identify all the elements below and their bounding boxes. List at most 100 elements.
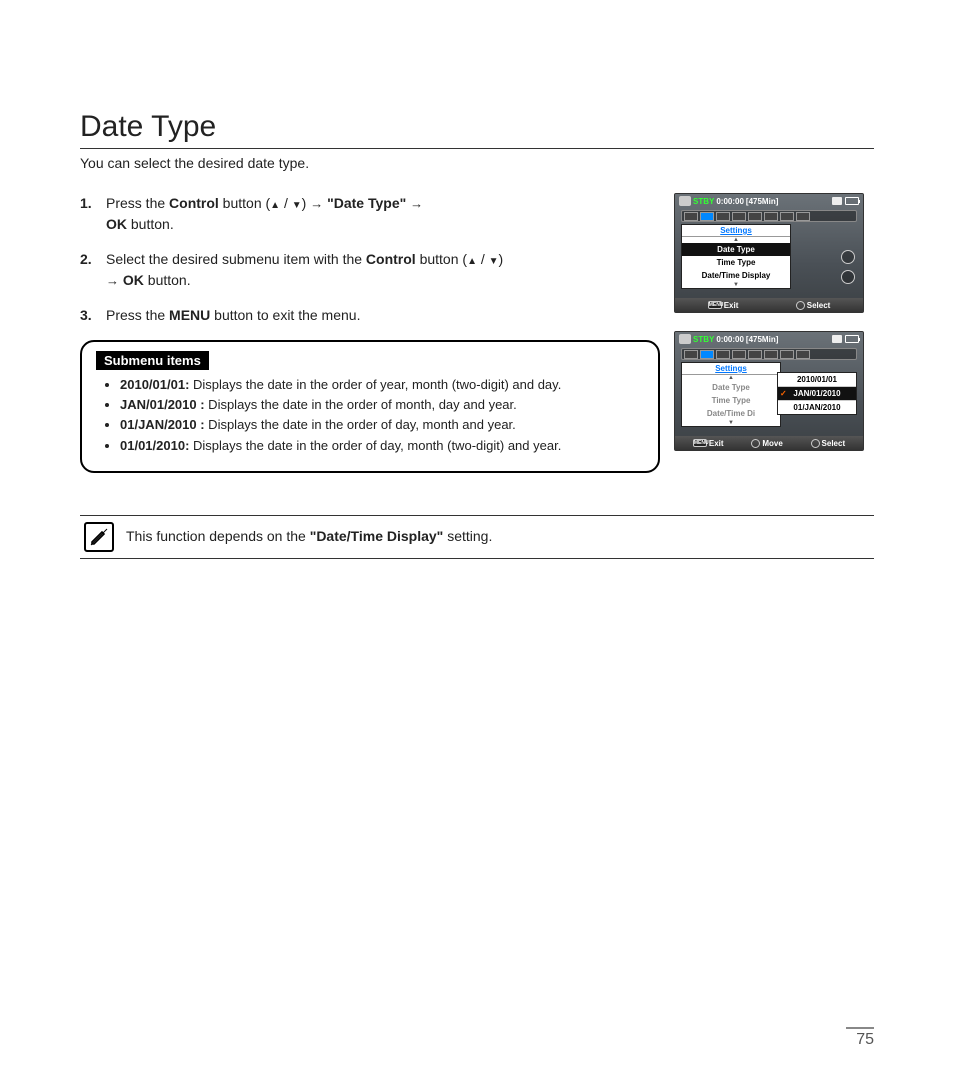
tab-bar[interactable] [681, 210, 857, 222]
menu-row[interactable]: Date Type [682, 381, 780, 394]
lcd-screenshot-2: STBY 0:00:00 [475Min] [674, 331, 864, 451]
tab-item-active[interactable] [700, 212, 714, 221]
note-icon [80, 516, 118, 558]
gear-icon [751, 439, 760, 448]
arrow-right-icon: → [410, 194, 423, 214]
text-bold: MENU [169, 307, 210, 323]
submenu-key: 2010/01/01: [120, 377, 189, 392]
text-bold: Control [366, 251, 416, 267]
note-text-bold: "Date/Time Display" [310, 528, 444, 544]
tab-item[interactable] [732, 212, 746, 221]
tab-item[interactable] [748, 212, 762, 221]
card-icon [832, 197, 842, 205]
page-subtitle: You can select the desired date type. [80, 155, 874, 171]
tab-item[interactable] [748, 350, 762, 359]
text: Press the [106, 307, 169, 323]
submenu-item: 01/JAN/2010 : Displays the date in the o… [120, 416, 642, 434]
menu-panel[interactable]: Settings ▲ Date Type Time Type Date/Time… [681, 224, 791, 289]
lcd-footer: MENUExit Move Select [675, 436, 863, 450]
camera-icon [679, 334, 691, 344]
tab-item-active[interactable] [700, 350, 714, 359]
menu-button-icon: MENU [693, 439, 707, 447]
text-bold: "Date Type" [323, 195, 410, 211]
camera-icon [679, 196, 691, 206]
note-text: setting. [443, 528, 492, 544]
footer-select[interactable]: Select [811, 439, 846, 448]
text-bold: Control [169, 195, 219, 211]
menu-row[interactable]: Date/Time Di [682, 407, 780, 420]
submenu-label: Submenu items [96, 351, 209, 370]
card-icon [832, 335, 842, 343]
elapsed-time: 0:00:00 [716, 335, 744, 344]
submenu-list: 2010/01/01: Displays the date in the ord… [98, 376, 642, 455]
submenu-item: JAN/01/2010 : Displays the date in the o… [120, 396, 642, 414]
menu-down-arrow-icon[interactable]: ▼ [682, 420, 780, 426]
tab-item[interactable] [684, 350, 698, 359]
option-row[interactable]: 2010/01/01 [778, 373, 856, 387]
text: / [280, 195, 292, 211]
battery-icon [845, 197, 859, 205]
step-2: Select the desired submenu item with the… [80, 249, 660, 291]
submenu-item: 01/01/2010: Displays the date in the ord… [120, 437, 642, 455]
elapsed-time: 0:00:00 [716, 197, 744, 206]
submenu-desc: Displays the date in the order of day, m… [205, 417, 516, 432]
footer-move[interactable]: Move [751, 439, 782, 448]
text-bold: OK [106, 216, 127, 232]
text: button to exit the menu. [210, 307, 360, 323]
footer-select[interactable]: Select [796, 301, 831, 310]
submenu-key: 01/01/2010: [120, 438, 189, 453]
text: ) [302, 195, 311, 211]
side-icon[interactable] [841, 270, 855, 284]
text-bold: OK [123, 272, 144, 288]
tab-item[interactable] [716, 350, 730, 359]
page-number: 75 [846, 1027, 874, 1049]
step-3: Press the MENU button to exit the menu. [80, 305, 660, 326]
tab-item[interactable] [796, 350, 810, 359]
tab-bar[interactable] [681, 348, 857, 360]
text: button ( [416, 251, 467, 267]
menu-row[interactable]: Date/Time Display [682, 269, 790, 282]
menu-panel[interactable]: Settings ▲ Date Type Time Type Date/Time… [681, 362, 781, 427]
menu-header: Settings [682, 363, 780, 375]
text: button. [127, 216, 174, 232]
gear-icon [811, 439, 820, 448]
tab-item[interactable] [732, 350, 746, 359]
menu-row[interactable]: Time Type [682, 394, 780, 407]
option-row[interactable]: 01/JAN/2010 [778, 401, 856, 414]
submenu-options[interactable]: 2010/01/01 JAN/01/2010 01/JAN/2010 [777, 372, 857, 415]
note-box: This function depends on the "Date/Time … [80, 515, 874, 559]
lcd-footer: MENUExit Select [675, 298, 863, 312]
footer-exit[interactable]: MENUExit [693, 439, 724, 448]
menu-row[interactable]: Time Type [682, 256, 790, 269]
tab-item[interactable] [684, 212, 698, 221]
text: Select the desired submenu item with the [106, 251, 366, 267]
tab-item[interactable] [764, 212, 778, 221]
step-1: Press the Control button (▲ / ▼) → "Date… [80, 193, 660, 235]
tab-item[interactable] [796, 212, 810, 221]
triangle-down-icon: ▼ [292, 198, 302, 213]
tab-item[interactable] [716, 212, 730, 221]
tab-item[interactable] [764, 350, 778, 359]
steps-list: Press the Control button (▲ / ▼) → "Date… [80, 193, 660, 326]
stby-indicator: STBY [693, 197, 714, 206]
remaining-time: [475Min] [746, 197, 778, 206]
text: Press the [106, 195, 169, 211]
option-row-selected[interactable]: JAN/01/2010 [778, 387, 856, 401]
remaining-time: [475Min] [746, 335, 778, 344]
gear-icon [796, 301, 805, 310]
side-icon[interactable] [841, 250, 855, 264]
tab-item[interactable] [780, 350, 794, 359]
footer-exit[interactable]: MENUExit [708, 301, 739, 310]
menu-down-arrow-icon[interactable]: ▼ [682, 282, 790, 288]
submenu-desc: Displays the date in the order of day, m… [189, 438, 561, 453]
submenu-desc: Displays the date in the order of year, … [189, 377, 561, 392]
note-text: This function depends on the [126, 528, 310, 544]
lcd-screenshot-1: STBY 0:00:00 [475Min] [674, 193, 864, 313]
submenu-key: JAN/01/2010 : [120, 397, 205, 412]
stby-indicator: STBY [693, 335, 714, 344]
menu-row-selected[interactable]: Date Type [682, 243, 790, 256]
text: / [477, 251, 489, 267]
text: ) [499, 251, 504, 267]
tab-item[interactable] [780, 212, 794, 221]
submenu-box: Submenu items 2010/01/01: Displays the d… [80, 340, 660, 473]
